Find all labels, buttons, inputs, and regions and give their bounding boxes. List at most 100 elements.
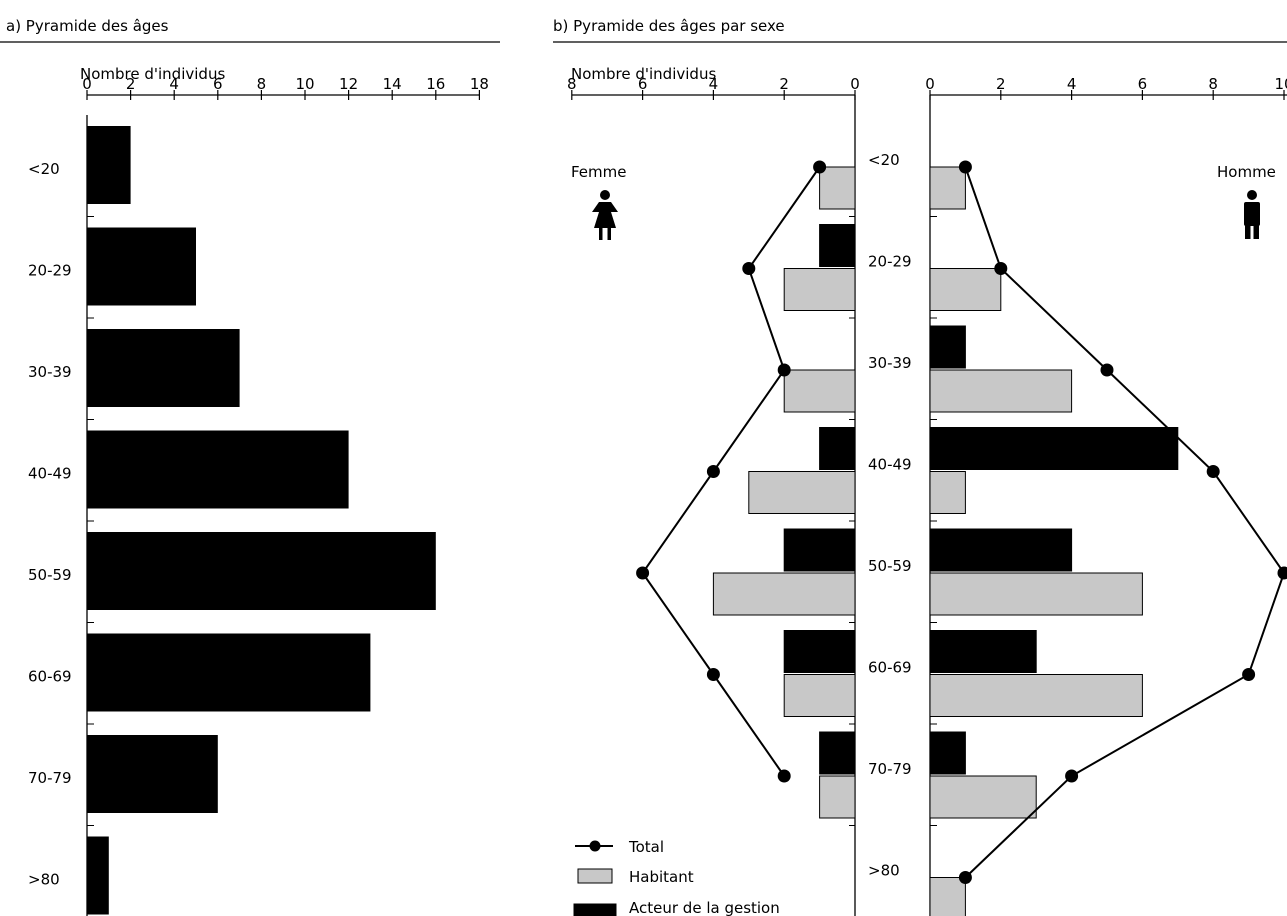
male-x-tick-label-4: 4	[1067, 75, 1077, 93]
panel-a-category-40-49: 40-49	[28, 465, 72, 483]
panel-a-x-tick-label-16: 16	[426, 75, 445, 93]
legend-total-marker	[589, 840, 601, 852]
panel-b-category-labels: <20 20-29 30-39 40-49 50-59 60-69 70-79 >80	[868, 151, 912, 880]
male-acteur-bar-70-79	[929, 731, 966, 775]
panel-b-category-60-69: 60-69	[868, 659, 912, 677]
female-acteur-bar-20-29	[819, 224, 856, 267]
legend: Total Habitant Acteur de la gestion	[573, 838, 780, 916]
male-x-tick-label-2: 2	[996, 75, 1006, 93]
panel-a-bars	[87, 126, 436, 915]
male-total-point-20-29	[994, 262, 1008, 275]
panel-b-x-axis-title: Nombre d'individus	[571, 65, 716, 83]
panel-b-category-40-49: 40-49	[868, 456, 912, 474]
panel-a-title: a) Pyramide des âges	[6, 17, 169, 35]
panel-a-category-70-79: 70-79	[28, 769, 72, 787]
male-habitant-bar-70-79	[929, 775, 1037, 819]
female-habitant-bar-70-79	[819, 775, 856, 819]
male-x-tick-label-0: 0	[925, 75, 935, 93]
male-label: Homme	[1217, 163, 1276, 181]
male-acteur-bar-50-59	[929, 528, 1073, 572]
panel-b-category-70-79: 70-79	[868, 760, 912, 778]
legend-total-label: Total	[628, 838, 664, 856]
male-total-line	[958, 160, 1287, 884]
female-total-line	[636, 160, 827, 783]
female-total-point-60-69	[706, 668, 720, 681]
panel-a-category-30-39: 30-39	[28, 363, 72, 381]
male-habitant-bar-60-69	[929, 674, 1143, 717]
panel-b-category-gt80: >80	[868, 862, 900, 880]
panel-a: a) Pyramide des âges Nombre d'individus …	[0, 17, 500, 916]
female-x-tick-label-0: 0	[850, 75, 860, 93]
male-total-point-30-39	[1100, 363, 1114, 377]
panel-b-category-30-39: 30-39	[868, 354, 912, 372]
female-x-tick-label-8: 8	[567, 75, 577, 93]
panel-a-x-tick-label-2: 2	[126, 75, 136, 93]
female-icon	[592, 190, 618, 240]
female-habitant-bar-lt20	[819, 166, 856, 210]
panel-a-bar-60-69	[87, 633, 371, 712]
panel-b: b) Pyramide des âges par sexe Nombre d'i…	[553, 17, 1287, 916]
panel-a-category-50-59: 50-59	[28, 566, 72, 584]
male-total-polyline	[964, 166, 1286, 879]
female-bars	[712, 166, 856, 819]
legend-acteur-swatch	[573, 903, 617, 916]
female-total-point-lt20	[813, 160, 827, 174]
male-total-point-70-79	[1065, 769, 1079, 783]
female-acteur-bar-40-49	[819, 427, 856, 470]
panel-a-x-tick-label-0: 0	[82, 75, 92, 93]
panel-a-category-gt80: >80	[28, 871, 60, 889]
legend-habitant-swatch	[577, 868, 613, 884]
male-acteur-bar-60-69	[929, 630, 1037, 673]
panel-a-bar-40-49	[87, 430, 349, 509]
panel-a-category-20-29: 20-29	[28, 262, 72, 280]
panel-b-category-20-29: 20-29	[868, 253, 912, 271]
panel-a-category-labels: <20 20-29 30-39 40-49 50-59 60-69 70-79 >80	[28, 160, 72, 889]
male-total-point-lt20	[958, 160, 972, 174]
female-habitant-bar-60-69	[783, 674, 856, 717]
female-x-tick-label-4: 4	[709, 75, 719, 93]
female-habitant-bar-20-29	[783, 268, 856, 311]
male-habitant-bar-lt20	[929, 166, 966, 210]
female-habitant-bar-30-39	[783, 369, 856, 413]
male-x-tick-label-6: 6	[1138, 75, 1148, 93]
male-total-point-60-69	[1242, 668, 1256, 681]
female-total-point-20-29	[742, 262, 756, 275]
female-habitant-bar-40-49	[748, 471, 856, 514]
male-habitant-bar-20-29	[929, 268, 1002, 311]
panel-a-x-tick-label-10: 10	[295, 75, 314, 93]
female-acteur-bar-70-79	[819, 731, 856, 775]
male-total-point-40-49	[1206, 465, 1220, 478]
female-total-point-50-59	[636, 566, 650, 580]
panel-a-category-lt20: <20	[28, 160, 60, 178]
panel-a-bar-20-29	[87, 227, 196, 306]
male-total-point-50-59	[1277, 566, 1287, 580]
male-x-tick-label-10: 10	[1274, 75, 1287, 93]
female-acteur-bar-60-69	[783, 630, 856, 673]
female-habitant-bar-50-59	[712, 572, 856, 616]
panel-a-x-tick-label-12: 12	[339, 75, 358, 93]
panel-b-category-50-59: 50-59	[868, 557, 912, 575]
female-acteur-bar-50-59	[783, 528, 856, 572]
female-total-point-30-39	[777, 363, 791, 377]
panel-a-bar-lt20	[87, 126, 131, 204]
male-habitant-bar-30-39	[929, 369, 1073, 413]
male-acteur-bar-40-49	[929, 427, 1179, 470]
panel-a-bar-30-39	[87, 329, 240, 407]
panel-a-x-axis-title: Nombre d'individus	[80, 65, 225, 83]
female-total-point-70-79	[777, 769, 791, 783]
panel-a-x-tick-label-8: 8	[257, 75, 267, 93]
female-x-tick-label-2: 2	[779, 75, 789, 93]
panel-a-category-60-69: 60-69	[28, 668, 72, 686]
male-bars	[929, 166, 1179, 916]
male-x-tick-label-8: 8	[1208, 75, 1218, 93]
legend-acteur-label: Acteur de la gestion	[629, 899, 780, 916]
female-label: Femme	[571, 163, 627, 181]
panel-b-category-lt20: <20	[868, 151, 900, 169]
panel-b-title: b) Pyramide des âges par sexe	[553, 17, 785, 35]
panel-a-x-tick-label-18: 18	[470, 75, 489, 93]
male-icon	[1244, 190, 1260, 239]
male-total-point-gt80	[958, 871, 972, 884]
panel-a-bar-50-59	[87, 532, 436, 610]
male-acteur-bar-30-39	[929, 325, 966, 369]
panel-a-bar-gt80	[87, 836, 109, 915]
